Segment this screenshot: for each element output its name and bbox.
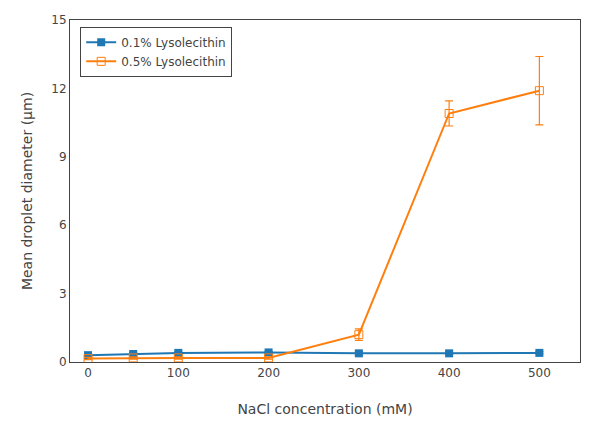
svg-text:300: 300 xyxy=(347,366,370,380)
svg-text:NaCl concentration (mM): NaCl concentration (mM) xyxy=(237,401,412,417)
svg-text:0.5% Lysolecithin: 0.5% Lysolecithin xyxy=(121,55,225,69)
svg-text:0.1% Lysolecithin: 0.1% Lysolecithin xyxy=(121,36,225,50)
svg-text:15: 15 xyxy=(51,13,66,27)
svg-text:100: 100 xyxy=(167,366,190,380)
svg-text:12: 12 xyxy=(51,82,66,96)
svg-text:0: 0 xyxy=(84,366,92,380)
svg-text:3: 3 xyxy=(59,287,67,301)
svg-text:200: 200 xyxy=(257,366,280,380)
svg-text:400: 400 xyxy=(438,366,461,380)
svg-text:0: 0 xyxy=(59,355,67,369)
svg-text:500: 500 xyxy=(528,366,551,380)
svg-text:6: 6 xyxy=(59,218,67,232)
svg-text:Mean droplet diameter (μm): Mean droplet diameter (μm) xyxy=(19,92,35,290)
svg-text:9: 9 xyxy=(59,150,67,164)
